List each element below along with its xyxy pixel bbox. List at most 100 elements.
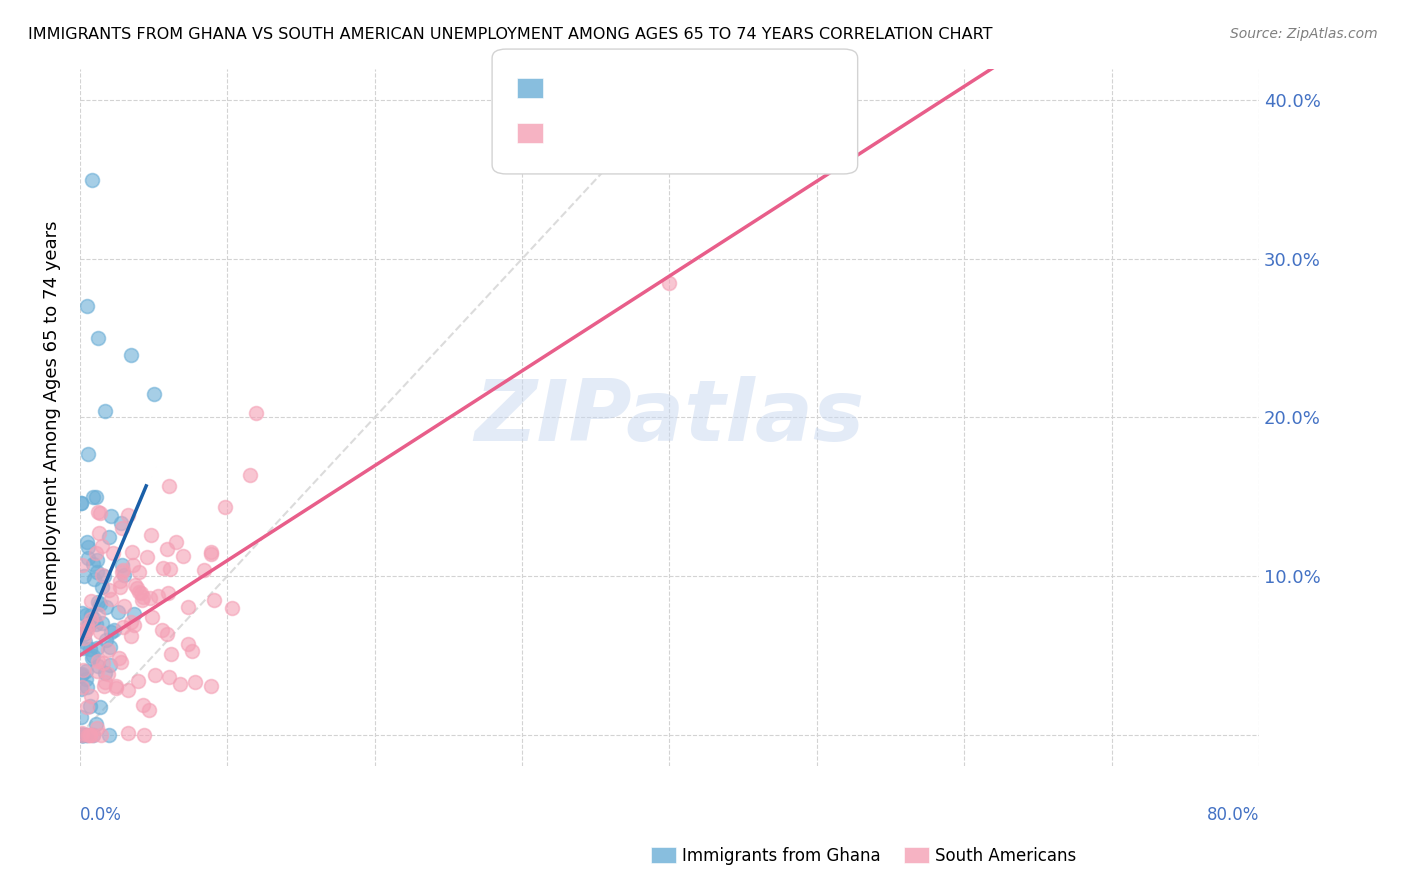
South Americans [84, 546, 107, 560]
South Americans [94, 674, 117, 689]
South Americans [245, 406, 267, 420]
South Americans [87, 654, 110, 668]
South Americans [239, 467, 262, 482]
South Americans [111, 619, 134, 633]
South Americans [108, 574, 131, 589]
Y-axis label: Unemployment Among Ages 65 to 74 years: Unemployment Among Ages 65 to 74 years [44, 220, 60, 615]
Text: 0.0%: 0.0% [80, 806, 122, 824]
South Americans [193, 564, 215, 578]
South Americans [76, 728, 98, 742]
Text: IMMIGRANTS FROM GHANA VS SOUTH AMERICAN UNEMPLOYMENT AMONG AGES 65 TO 74 YEARS C: IMMIGRANTS FROM GHANA VS SOUTH AMERICAN … [28, 27, 993, 42]
South Americans [73, 631, 96, 645]
Immigrants from Ghana [103, 624, 125, 638]
South Americans [180, 644, 202, 658]
Immigrants from Ghana [70, 728, 93, 742]
Immigrants from Ghana [75, 664, 97, 678]
Immigrants from Ghana [83, 572, 105, 586]
South Americans [658, 276, 681, 290]
South Americans [221, 601, 243, 615]
Text: Immigrants from Ghana: Immigrants from Ghana [661, 847, 880, 865]
Immigrants from Ghana [100, 624, 122, 639]
Immigrants from Ghana [76, 728, 98, 742]
South Americans [101, 546, 124, 560]
South Americans [76, 622, 98, 636]
Text: 0.373: 0.373 [588, 120, 644, 138]
Immigrants from Ghana [69, 496, 91, 510]
Immigrants from Ghana [72, 728, 94, 742]
Text: 99: 99 [685, 120, 710, 138]
South Americans [122, 618, 145, 632]
South Americans [111, 521, 134, 535]
South Americans [79, 728, 101, 742]
Immigrants from Ghana [70, 606, 93, 620]
Immigrants from Ghana [93, 569, 115, 583]
South Americans [172, 549, 194, 563]
Immigrants from Ghana [82, 648, 104, 663]
South Americans [110, 655, 132, 669]
Immigrants from Ghana [96, 600, 118, 615]
South Americans [165, 535, 187, 549]
South Americans [107, 651, 129, 665]
South Americans [79, 612, 101, 626]
South Americans [97, 643, 120, 657]
South Americans [177, 600, 200, 615]
Immigrants from Ghana [73, 627, 96, 641]
South Americans [70, 558, 93, 573]
South Americans [90, 539, 112, 553]
South Americans [91, 568, 114, 582]
South Americans [125, 582, 148, 596]
South Americans [105, 681, 128, 695]
Immigrants from Ghana [98, 640, 121, 655]
Immigrants from Ghana [69, 668, 91, 682]
South Americans [93, 679, 115, 693]
South Americans [73, 625, 96, 640]
South Americans [200, 548, 222, 562]
South Americans [156, 627, 179, 641]
South Americans [156, 585, 179, 599]
Text: South Americans: South Americans [914, 847, 1076, 865]
Text: 74: 74 [685, 78, 710, 96]
Immigrants from Ghana [69, 681, 91, 696]
South Americans [89, 507, 111, 521]
South Americans [146, 590, 169, 604]
Immigrants from Ghana [84, 617, 107, 632]
Immigrants from Ghana [91, 615, 114, 630]
Immigrants from Ghana [122, 607, 145, 621]
South Americans [176, 637, 198, 651]
South Americans [200, 545, 222, 559]
Immigrants from Ghana [89, 700, 111, 714]
Immigrants from Ghana [100, 509, 122, 524]
South Americans [105, 679, 128, 693]
Immigrants from Ghana [69, 710, 91, 724]
Immigrants from Ghana [79, 608, 101, 623]
Immigrants from Ghana [76, 447, 98, 461]
South Americans [112, 599, 135, 613]
Immigrants from Ghana [80, 650, 103, 665]
Immigrants from Ghana [93, 665, 115, 680]
South Americans [129, 586, 152, 600]
South Americans [152, 560, 174, 574]
South Americans [184, 675, 207, 690]
South Americans [143, 668, 166, 682]
Immigrants from Ghana [87, 658, 110, 673]
South Americans [110, 581, 132, 595]
Immigrants from Ghana [79, 699, 101, 714]
South Americans [214, 500, 236, 514]
Immigrants from Ghana [80, 172, 103, 186]
South Americans [82, 728, 104, 742]
South Americans [79, 728, 101, 742]
South Americans [87, 526, 110, 541]
South Americans [72, 663, 94, 677]
South Americans [100, 592, 122, 607]
Immigrants from Ghana [79, 642, 101, 657]
Immigrants from Ghana [77, 551, 100, 566]
South Americans [117, 682, 139, 697]
South Americans [111, 563, 134, 577]
South Americans [120, 615, 142, 629]
South Americans [202, 592, 225, 607]
Immigrants from Ghana [77, 541, 100, 555]
South Americans [136, 549, 159, 564]
Immigrants from Ghana [73, 569, 96, 583]
Immigrants from Ghana [77, 618, 100, 632]
South Americans [134, 728, 156, 742]
